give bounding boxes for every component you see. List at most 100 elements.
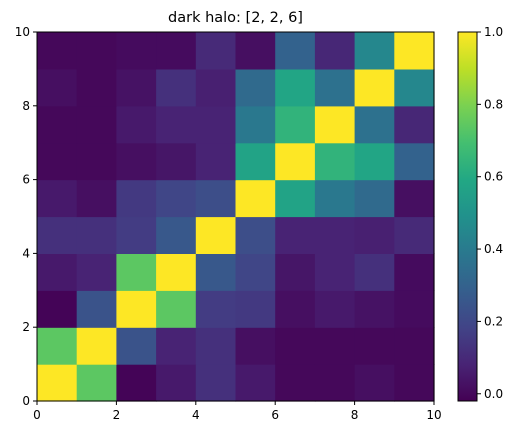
heatmap-cell-r2-c4 <box>195 290 237 328</box>
heatmap-cell-r5-c5 <box>235 179 276 218</box>
heatmap-cell-r8-c0 <box>37 68 78 107</box>
heatmap-cell-r4-c9 <box>394 216 435 254</box>
heatmap-cell-r8-c8 <box>354 68 395 107</box>
heatmap-cell-r3-c7 <box>314 253 356 291</box>
heatmap-cell-r7-c9 <box>394 105 435 144</box>
heatmap-cell-r3-c5 <box>235 253 276 291</box>
colorbar-tick-label: 1.0 <box>484 25 503 39</box>
heatmap-cell-r8-c9 <box>394 68 435 107</box>
colorbar-tick-label: 0.2 <box>484 314 503 328</box>
x-tick-label: 0 <box>33 408 41 422</box>
heatmap-cell-r1-c1 <box>76 327 117 365</box>
heatmap-cell-r5-c4 <box>195 179 237 218</box>
heatmap-cell-r5-c6 <box>275 179 316 218</box>
heatmap-cell-r7-c3 <box>156 105 197 144</box>
heatmap-cell-r2-c0 <box>37 290 78 328</box>
heatmap-cell-r9-c8 <box>354 32 395 70</box>
heatmap-cell-r4-c4 <box>195 216 237 254</box>
heatmap-cell-r1-c0 <box>37 327 78 365</box>
x-tick-label: 10 <box>426 408 441 422</box>
heatmap-cell-r4-c7 <box>314 216 356 254</box>
heatmap-cell-r2-c8 <box>354 290 395 328</box>
heatmap-cell-r3-c1 <box>76 253 117 291</box>
heatmap-cell-r6-c3 <box>156 142 197 181</box>
heatmap-cells <box>37 32 435 402</box>
heatmap-cell-r5-c1 <box>76 179 117 218</box>
heatmap-cell-r5-c0 <box>37 179 78 218</box>
heatmap-cell-r0-c6 <box>275 364 316 402</box>
colorbar-tick-label: 0.8 <box>484 97 503 111</box>
heatmap-cell-r9-c9 <box>394 32 435 70</box>
heatmap-cell-r0-c9 <box>394 364 435 402</box>
colorbar-tick-label: 0.0 <box>484 387 503 401</box>
colorbar <box>457 31 478 402</box>
heatmap-cell-r7-c4 <box>195 105 237 144</box>
y-tick-label: 2 <box>22 320 30 334</box>
heatmap-cell-r6-c1 <box>76 142 117 181</box>
heatmap-cell-r8-c3 <box>156 68 197 107</box>
heatmap-cell-r4-c3 <box>156 216 197 254</box>
heatmap-cell-r7-c6 <box>275 105 316 144</box>
heatmap-cell-r9-c6 <box>275 32 316 70</box>
heatmap-cell-r7-c5 <box>235 105 276 144</box>
x-tick-label: 8 <box>351 408 359 422</box>
colorbar-axis: 0.0 0.2 0.4 0.6 0.8 1.0 <box>477 25 503 401</box>
heatmap-cell-r2-c2 <box>116 290 157 328</box>
heatmap-cell-r0-c1 <box>76 364 117 402</box>
heatmap-cell-r3-c0 <box>37 253 78 291</box>
heatmap-cell-r0-c3 <box>156 364 197 402</box>
heatmap-cell-r2-c6 <box>275 290 316 328</box>
heatmap-cell-r1-c5 <box>235 327 276 365</box>
heatmap-cell-r4-c8 <box>354 216 395 254</box>
x-axis: 0 2 4 6 8 10 <box>33 401 442 422</box>
heatmap-cell-r0-c8 <box>354 364 395 402</box>
heatmap-cell-r3-c9 <box>394 253 435 291</box>
y-tick-label: 0 <box>22 394 30 408</box>
heatmap-cell-r3-c2 <box>116 253 157 291</box>
heatmap-cell-r6-c5 <box>235 142 276 181</box>
heatmap-cell-r2-c5 <box>235 290 276 328</box>
chart-title: dark halo: [2, 2, 6] <box>168 10 303 26</box>
x-tick-label: 2 <box>113 408 121 422</box>
heatmap-cell-r7-c2 <box>116 105 157 144</box>
y-tick-label: 10 <box>15 25 30 39</box>
plot-frame <box>36 31 435 402</box>
heatmap-cell-r6-c0 <box>37 142 78 181</box>
heatmap-cell-r3-c6 <box>275 253 316 291</box>
heatmap-cell-r7-c7 <box>314 105 356 144</box>
heatmap-cell-r1-c7 <box>314 327 356 365</box>
heatmap-cell-r1-c9 <box>394 327 435 365</box>
heatmap-cell-r7-c8 <box>354 105 395 144</box>
heatmap-cell-r8-c4 <box>195 68 237 107</box>
heatmap-cell-r1-c4 <box>195 327 237 365</box>
heatmap-cell-r4-c6 <box>275 216 316 254</box>
heatmap-cell-r0-c0 <box>37 364 78 402</box>
heatmap-cell-r3-c3 <box>156 253 197 291</box>
heatmap-cell-r6-c2 <box>116 142 157 181</box>
x-tick-label: 4 <box>192 408 200 422</box>
heatmap-cell-r7-c1 <box>76 105 117 144</box>
heatmap-cell-r9-c4 <box>195 32 237 70</box>
heatmap-cell-r6-c4 <box>195 142 237 181</box>
heatmap-cell-r2-c9 <box>394 290 435 328</box>
heatmap-cell-r1-c6 <box>275 327 316 365</box>
heatmap-cell-r0-c4 <box>195 364 237 402</box>
heatmap-cell-r6-c7 <box>314 142 356 181</box>
heatmap-cell-r0-c2 <box>116 364 157 402</box>
y-tick-label: 8 <box>22 99 30 113</box>
heatmap-cell-r9-c0 <box>37 32 78 70</box>
heatmap-cell-r9-c1 <box>76 32 117 70</box>
heatmap-cell-r1-c3 <box>156 327 197 365</box>
heatmap-cell-r4-c1 <box>76 216 117 254</box>
heatmap-cell-r5-c7 <box>314 179 356 218</box>
heatmap-cell-r8-c6 <box>275 68 316 107</box>
heatmap-cell-r6-c9 <box>394 142 435 181</box>
heatmap-cell-r8-c7 <box>314 68 356 107</box>
heatmap-cell-r7-c0 <box>37 105 78 144</box>
colorbar-tick-label: 0.6 <box>484 170 503 184</box>
heatmap-cell-r0-c5 <box>235 364 276 402</box>
heatmap-cell-r5-c9 <box>394 179 435 218</box>
y-tick-label: 4 <box>22 246 30 260</box>
heatmap-cell-r3-c4 <box>195 253 237 291</box>
